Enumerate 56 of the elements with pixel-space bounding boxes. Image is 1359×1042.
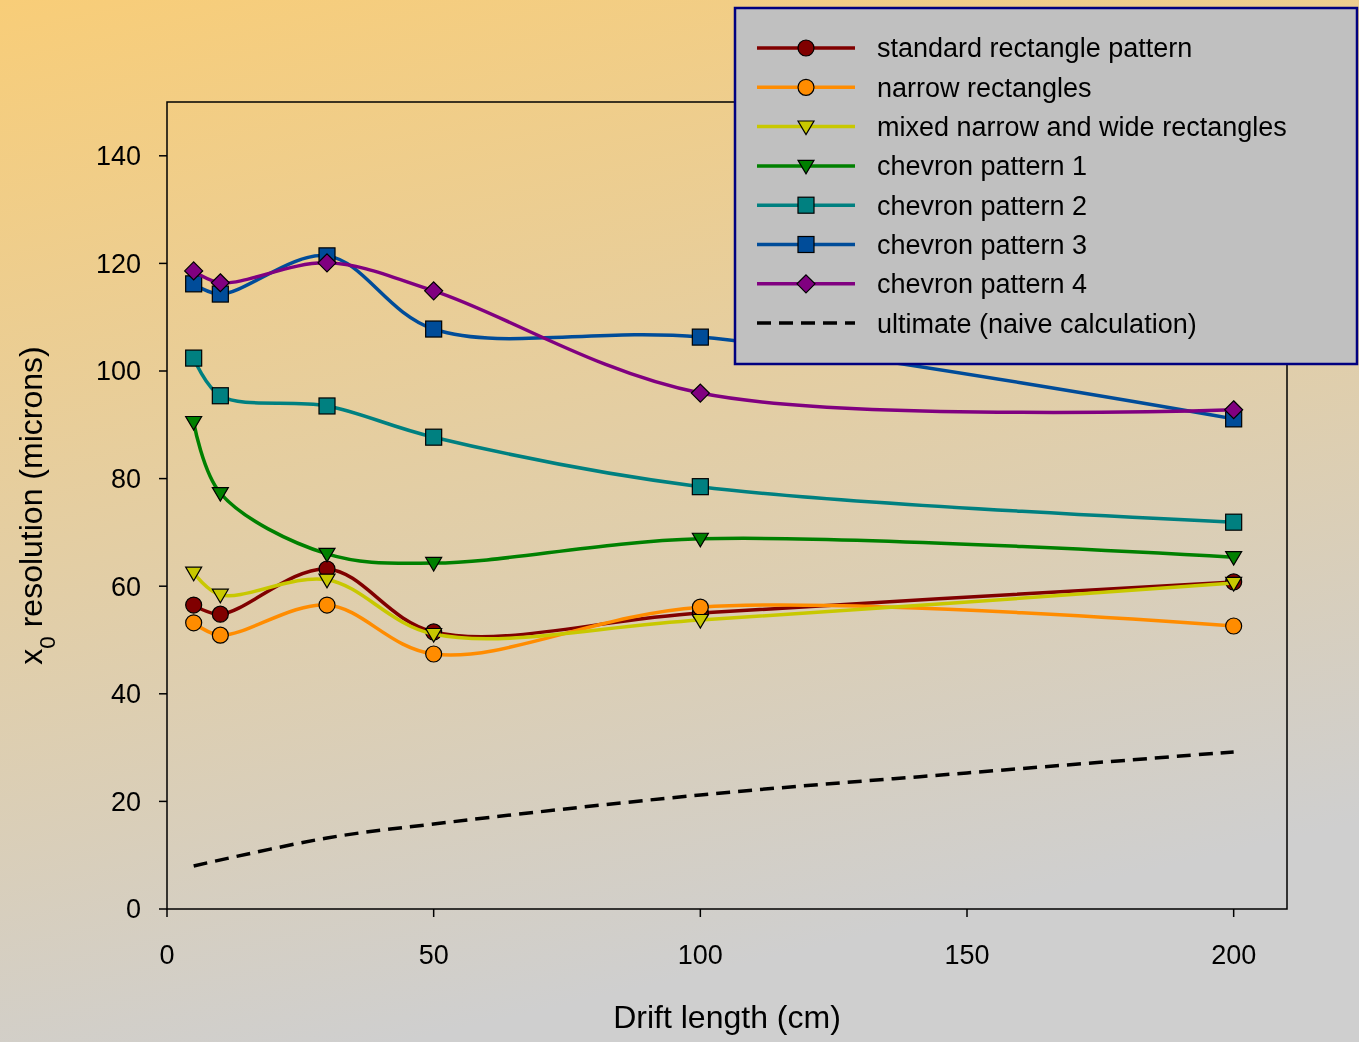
point [211, 387, 229, 405]
line-series [191, 750, 1236, 868]
point [691, 598, 709, 616]
point [317, 253, 337, 273]
legend-label: chevron pattern 1 [877, 151, 1088, 182]
point [210, 273, 230, 293]
point [1224, 400, 1244, 420]
y-tick-label: 0 [125, 894, 141, 925]
y-tick-label: 40 [110, 679, 141, 710]
legend-label: mixed narrow and wide rectangles [877, 112, 1287, 143]
point [185, 596, 203, 614]
point [425, 320, 443, 338]
point [185, 349, 203, 367]
legend-label: ultimate (naive calculation) [877, 308, 1197, 339]
x-axis-title: Drift length (cm) [613, 999, 841, 1035]
point [425, 556, 443, 572]
point [318, 547, 336, 563]
point [211, 588, 229, 604]
y-tick-label: 80 [110, 464, 141, 495]
y-tick-label: 120 [95, 248, 141, 279]
x-tick-label: 0 [159, 940, 175, 970]
legend-label: chevron pattern 2 [877, 190, 1088, 221]
point [425, 645, 443, 663]
point [691, 478, 709, 496]
point [185, 566, 203, 582]
legend-label: chevron pattern 3 [877, 229, 1088, 260]
legend-label: narrow rectangles [877, 72, 1092, 103]
point [318, 573, 336, 589]
point [185, 415, 203, 431]
point [1225, 550, 1243, 566]
point [691, 532, 709, 548]
point [211, 605, 229, 623]
y-tick-label: 20 [110, 786, 141, 817]
point [211, 626, 229, 644]
y-tick-label: 60 [110, 571, 141, 602]
legend-label: standard rectangle pattern [877, 33, 1193, 64]
x-tick-label: 200 [1211, 940, 1257, 970]
x-tick-label: 50 [418, 940, 449, 970]
x-tick-label: 150 [944, 940, 990, 970]
point [1225, 617, 1243, 635]
point [424, 281, 444, 301]
point [691, 328, 709, 346]
point [691, 613, 709, 629]
point [425, 627, 443, 643]
point [425, 428, 443, 446]
point [318, 397, 336, 415]
point [184, 261, 204, 281]
point [690, 383, 710, 403]
y-tick-label: 100 [95, 356, 141, 387]
y-tick-label: 140 [95, 141, 141, 172]
legend-label: chevron pattern 4 [877, 269, 1088, 300]
point [211, 486, 229, 502]
x-tick-label: 100 [677, 940, 723, 970]
point [185, 614, 203, 632]
point [1225, 513, 1243, 531]
point [318, 596, 336, 614]
